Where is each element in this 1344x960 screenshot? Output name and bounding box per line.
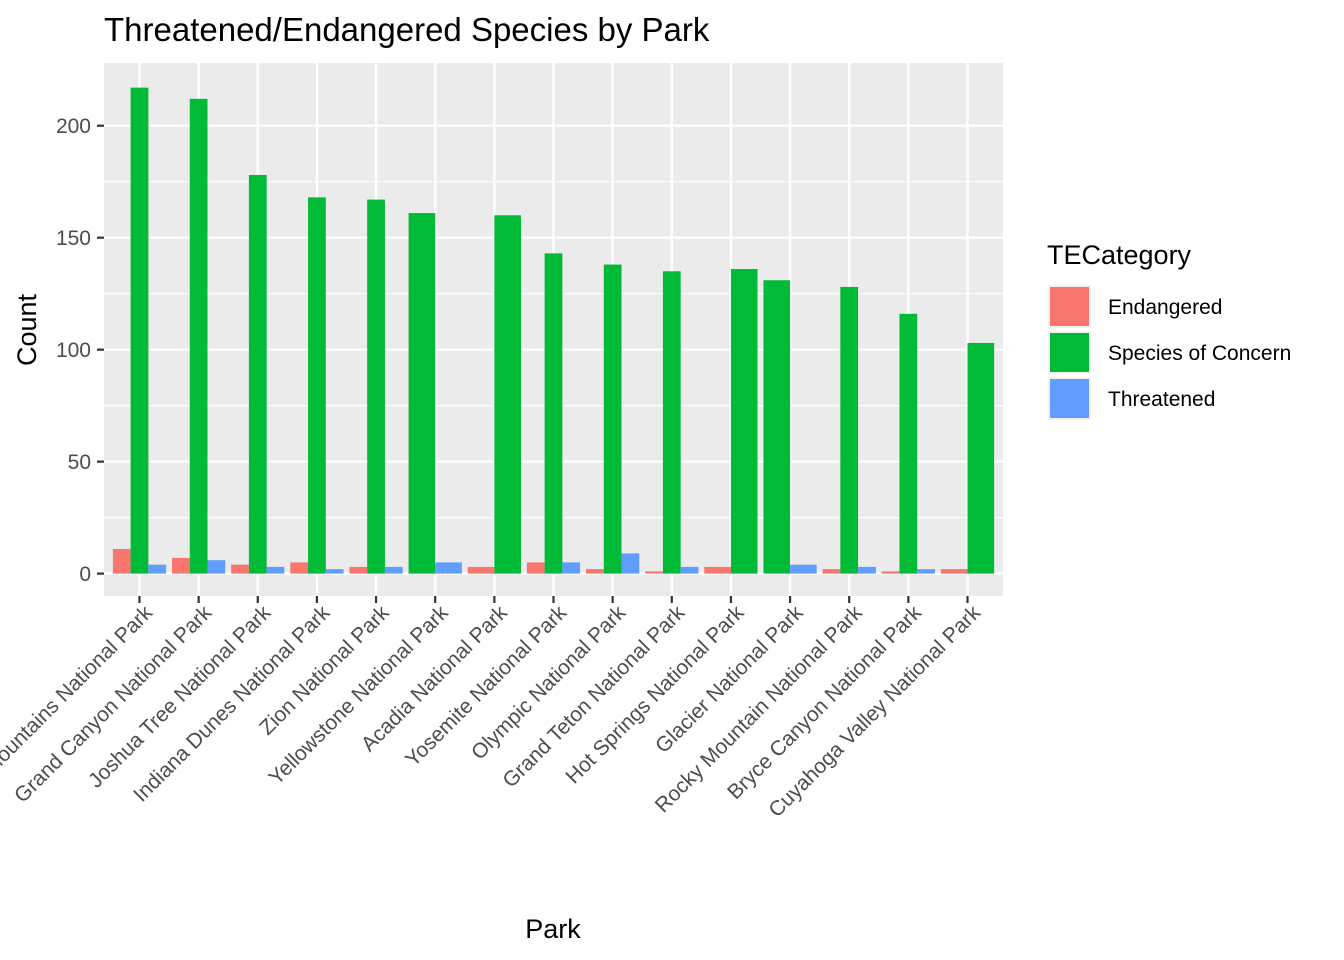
bar-species-of-concern [130, 87, 149, 574]
legend-swatch [1050, 287, 1089, 326]
bar-endangered [172, 557, 190, 574]
bar-threatened [384, 566, 403, 574]
bar-species-of-concern [248, 174, 267, 574]
bar-species-of-concern [494, 215, 521, 574]
bar-species-of-concern [730, 269, 758, 574]
y-tick-label: 200 [56, 115, 91, 138]
bar-species-of-concern [544, 253, 563, 574]
bar-endangered [704, 566, 731, 574]
legend-title: TECategory [1047, 240, 1192, 270]
legend: TECategory Endangered Species of Concern T… [1047, 240, 1291, 420]
bar-endangered [112, 548, 131, 574]
y-tick-label: 100 [56, 339, 91, 362]
y-tick-label: 50 [68, 451, 91, 474]
bar-threatened [266, 566, 285, 574]
bar-threatened [680, 566, 699, 574]
bar-species-of-concern [763, 280, 791, 574]
y-tick-label: 150 [56, 227, 91, 250]
bar-species-of-concern [367, 199, 385, 574]
legend-swatch [1050, 379, 1089, 418]
y-axis-title: Count [12, 293, 42, 366]
legend-label: Species of Concern [1108, 342, 1291, 365]
bars [112, 87, 995, 574]
bar-endangered [940, 569, 968, 574]
legend-label: Threatened [1108, 388, 1215, 411]
bar-species-of-concern [408, 213, 436, 574]
bar-endangered [467, 566, 495, 574]
bar-threatened [207, 560, 226, 574]
bar-threatened [621, 553, 640, 574]
x-axis-title: Park [525, 914, 581, 944]
bar-endangered [290, 562, 309, 574]
legend-label: Endangered [1108, 296, 1222, 319]
bar-species-of-concern [840, 286, 859, 574]
legend-swatch [1050, 333, 1089, 372]
bar-threatened [790, 564, 817, 574]
bar-endangered [881, 571, 900, 574]
bar-endangered [526, 562, 545, 574]
x-tick-label: Cuyahoga Valley National Park [764, 601, 985, 822]
bar-species-of-concern [189, 98, 208, 574]
bar-species-of-concern [967, 342, 995, 574]
bar-species-of-concern [603, 264, 622, 574]
bar-threatened [148, 564, 167, 574]
bar-threatened [435, 562, 462, 574]
bar-threatened [325, 569, 344, 574]
bar-species-of-concern [662, 271, 681, 574]
x-axis: Great Smoky Mountains National ParkGrand… [0, 596, 985, 870]
bar-endangered [822, 569, 841, 574]
bar-threatened [562, 562, 581, 574]
bar-threatened [858, 566, 876, 574]
bar-threatened [917, 569, 935, 574]
y-axis: 0 50 100 150 200 [56, 115, 104, 586]
bar-species-of-concern [899, 313, 918, 574]
bar-endangered [349, 566, 368, 574]
bar-species-of-concern [308, 197, 326, 574]
bar-endangered [645, 571, 663, 574]
bar-endangered [231, 564, 249, 574]
chart-title: Threatened/Endangered Species by Park [104, 11, 710, 48]
bar-endangered [586, 569, 604, 574]
y-tick-label: 0 [79, 563, 91, 586]
